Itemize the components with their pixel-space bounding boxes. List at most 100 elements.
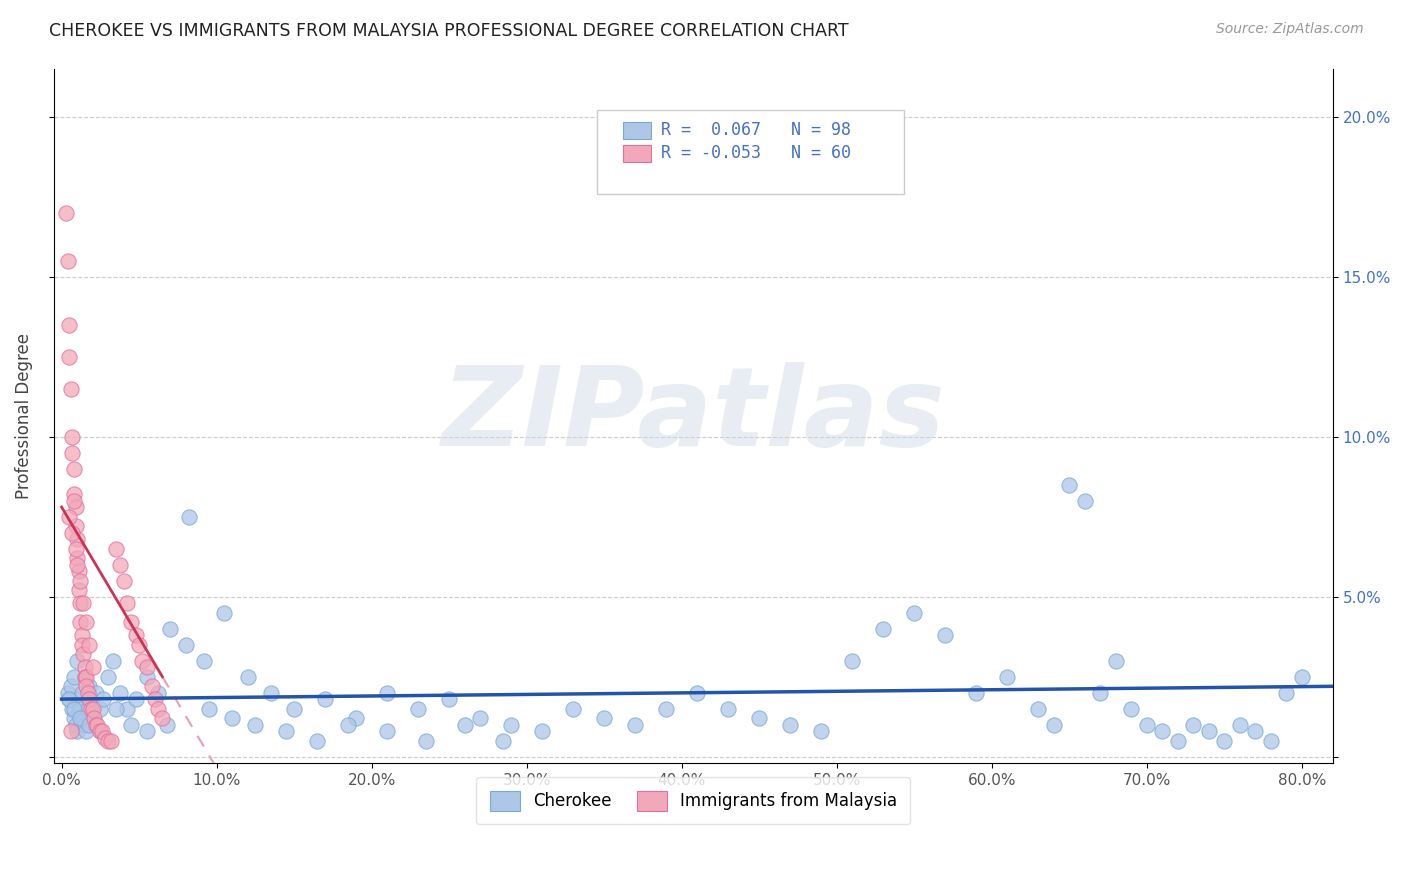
Point <box>75 724 97 739</box>
Point <box>63 461 86 475</box>
Point <box>62 445 84 459</box>
Point <box>101 654 124 668</box>
Point <box>1090 686 1112 700</box>
Point <box>841 654 863 668</box>
Text: ZIPatlas: ZIPatlas <box>441 362 945 469</box>
FancyBboxPatch shape <box>598 111 904 194</box>
Point <box>214 606 236 620</box>
Point <box>1198 724 1220 739</box>
Point <box>73 670 96 684</box>
Point <box>66 551 89 566</box>
Point <box>75 670 97 684</box>
Point <box>1152 724 1174 739</box>
Point <box>73 717 96 731</box>
Point <box>73 660 96 674</box>
Point <box>314 692 336 706</box>
Point <box>82 660 104 674</box>
Point <box>58 509 80 524</box>
Point <box>65 717 87 731</box>
Point <box>1291 670 1313 684</box>
Point <box>177 509 200 524</box>
Point <box>1213 733 1236 747</box>
Point <box>90 724 112 739</box>
Point <box>146 686 169 700</box>
Point <box>872 622 894 636</box>
Point <box>1059 477 1081 491</box>
Point <box>1105 654 1128 668</box>
Point <box>66 654 89 668</box>
Point <box>593 711 616 725</box>
Point <box>79 679 101 693</box>
Point <box>97 670 120 684</box>
Point <box>94 731 117 745</box>
Point <box>62 525 84 540</box>
Point <box>83 711 105 725</box>
Point <box>283 702 305 716</box>
Point <box>66 724 89 739</box>
Point <box>260 686 283 700</box>
Point <box>72 648 94 662</box>
Legend: Cherokee, Immigrants from Malaysia: Cherokee, Immigrants from Malaysia <box>477 777 910 824</box>
Point <box>454 717 477 731</box>
Point <box>67 692 90 706</box>
Point <box>470 711 492 725</box>
Point <box>84 686 107 700</box>
Point <box>1229 717 1251 731</box>
Point <box>80 692 103 706</box>
Point <box>198 702 221 716</box>
Point <box>131 654 153 668</box>
Point <box>104 702 127 716</box>
Text: Source: ZipAtlas.com: Source: ZipAtlas.com <box>1216 22 1364 37</box>
Point <box>63 702 86 716</box>
Point <box>82 711 104 725</box>
Point <box>80 702 103 716</box>
Point <box>125 628 148 642</box>
Point <box>501 717 523 731</box>
Point <box>63 670 86 684</box>
Point <box>193 654 215 668</box>
Point <box>125 692 148 706</box>
FancyBboxPatch shape <box>623 122 651 139</box>
Point <box>58 692 80 706</box>
Point <box>375 686 398 700</box>
Point <box>65 500 87 514</box>
Point <box>1136 717 1159 731</box>
Point <box>415 733 437 747</box>
Point <box>70 638 93 652</box>
Point <box>344 711 367 725</box>
Point <box>58 318 80 332</box>
Point <box>686 686 709 700</box>
Point <box>110 558 132 572</box>
Point <box>1260 733 1282 747</box>
Point <box>245 717 267 731</box>
Point <box>93 692 115 706</box>
Point <box>562 702 585 716</box>
Point <box>79 692 101 706</box>
Point <box>69 702 91 716</box>
Point <box>115 596 138 610</box>
Point <box>307 733 329 747</box>
Point <box>58 350 80 364</box>
Point <box>100 733 122 747</box>
Point <box>59 724 82 739</box>
Point <box>77 686 100 700</box>
Point <box>143 692 166 706</box>
Point <box>406 702 429 716</box>
Point <box>221 711 243 725</box>
Point <box>75 679 97 693</box>
Point <box>89 724 111 739</box>
Point <box>1244 724 1267 739</box>
Point <box>276 724 298 739</box>
Point <box>69 596 91 610</box>
Point <box>1121 702 1143 716</box>
Point <box>86 717 108 731</box>
Point <box>120 717 142 731</box>
Point <box>112 574 135 588</box>
Text: CHEROKEE VS IMMIGRANTS FROM MALAYSIA PROFESSIONAL DEGREE CORRELATION CHART: CHEROKEE VS IMMIGRANTS FROM MALAYSIA PRO… <box>49 22 849 40</box>
Point <box>748 711 770 725</box>
Point <box>69 711 91 725</box>
Point <box>135 724 157 739</box>
Point <box>75 615 97 630</box>
Point <box>437 692 460 706</box>
Point <box>72 596 94 610</box>
